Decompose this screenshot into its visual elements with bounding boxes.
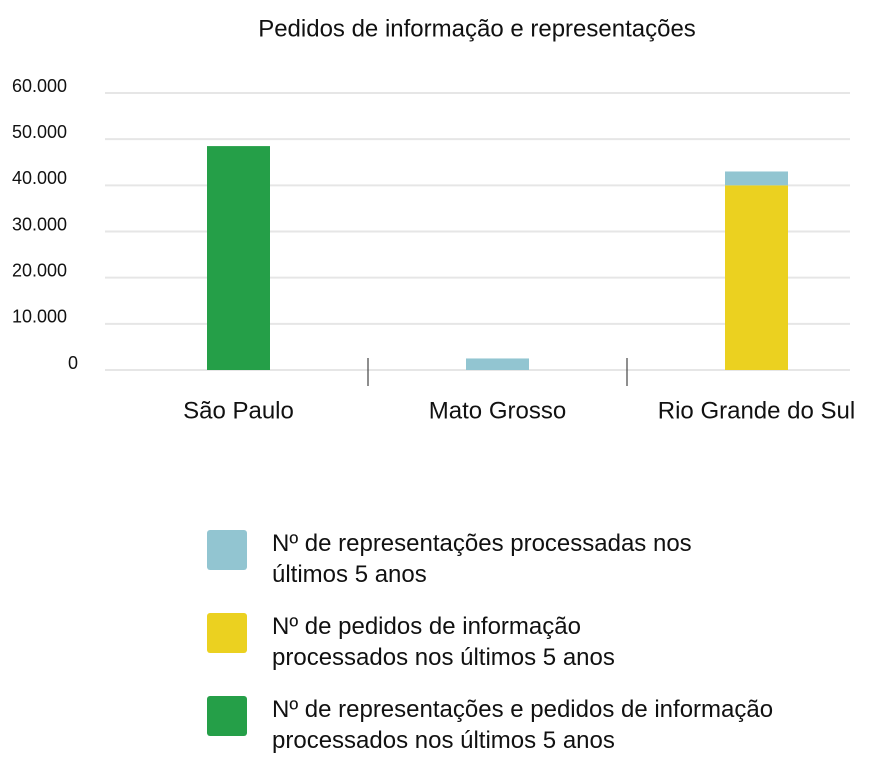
y-tick-label: 0: [68, 353, 78, 373]
bar: [207, 146, 270, 370]
y-tick-label: 10.000: [12, 307, 67, 327]
y-tick-label: 60.000: [12, 76, 67, 96]
y-tick-label: 40.000: [12, 168, 67, 188]
x-tick-label: Rio Grande do Sul: [658, 397, 855, 424]
x-tick-label: Mato Grosso: [429, 397, 566, 424]
y-tick-label: 50.000: [12, 122, 67, 142]
bar: [725, 171, 788, 186]
bar: [466, 358, 529, 370]
y-tick-label: 20.000: [12, 260, 67, 280]
x-tick-label: São Paulo: [183, 397, 294, 424]
legend-swatch: [207, 613, 247, 653]
legend-label: Nº de representações e pedidos de inform…: [272, 696, 774, 754]
bar: [725, 185, 788, 370]
y-tick-label: 30.000: [12, 214, 67, 234]
chart-title: Pedidos de informação e representações: [258, 15, 696, 42]
legend-swatch: [207, 530, 247, 570]
legend-swatch: [207, 696, 247, 736]
legend-label: Nº de pedidos de informação processados …: [272, 613, 615, 671]
legend-label: Nº de representações processadas nos últ…: [272, 530, 692, 588]
